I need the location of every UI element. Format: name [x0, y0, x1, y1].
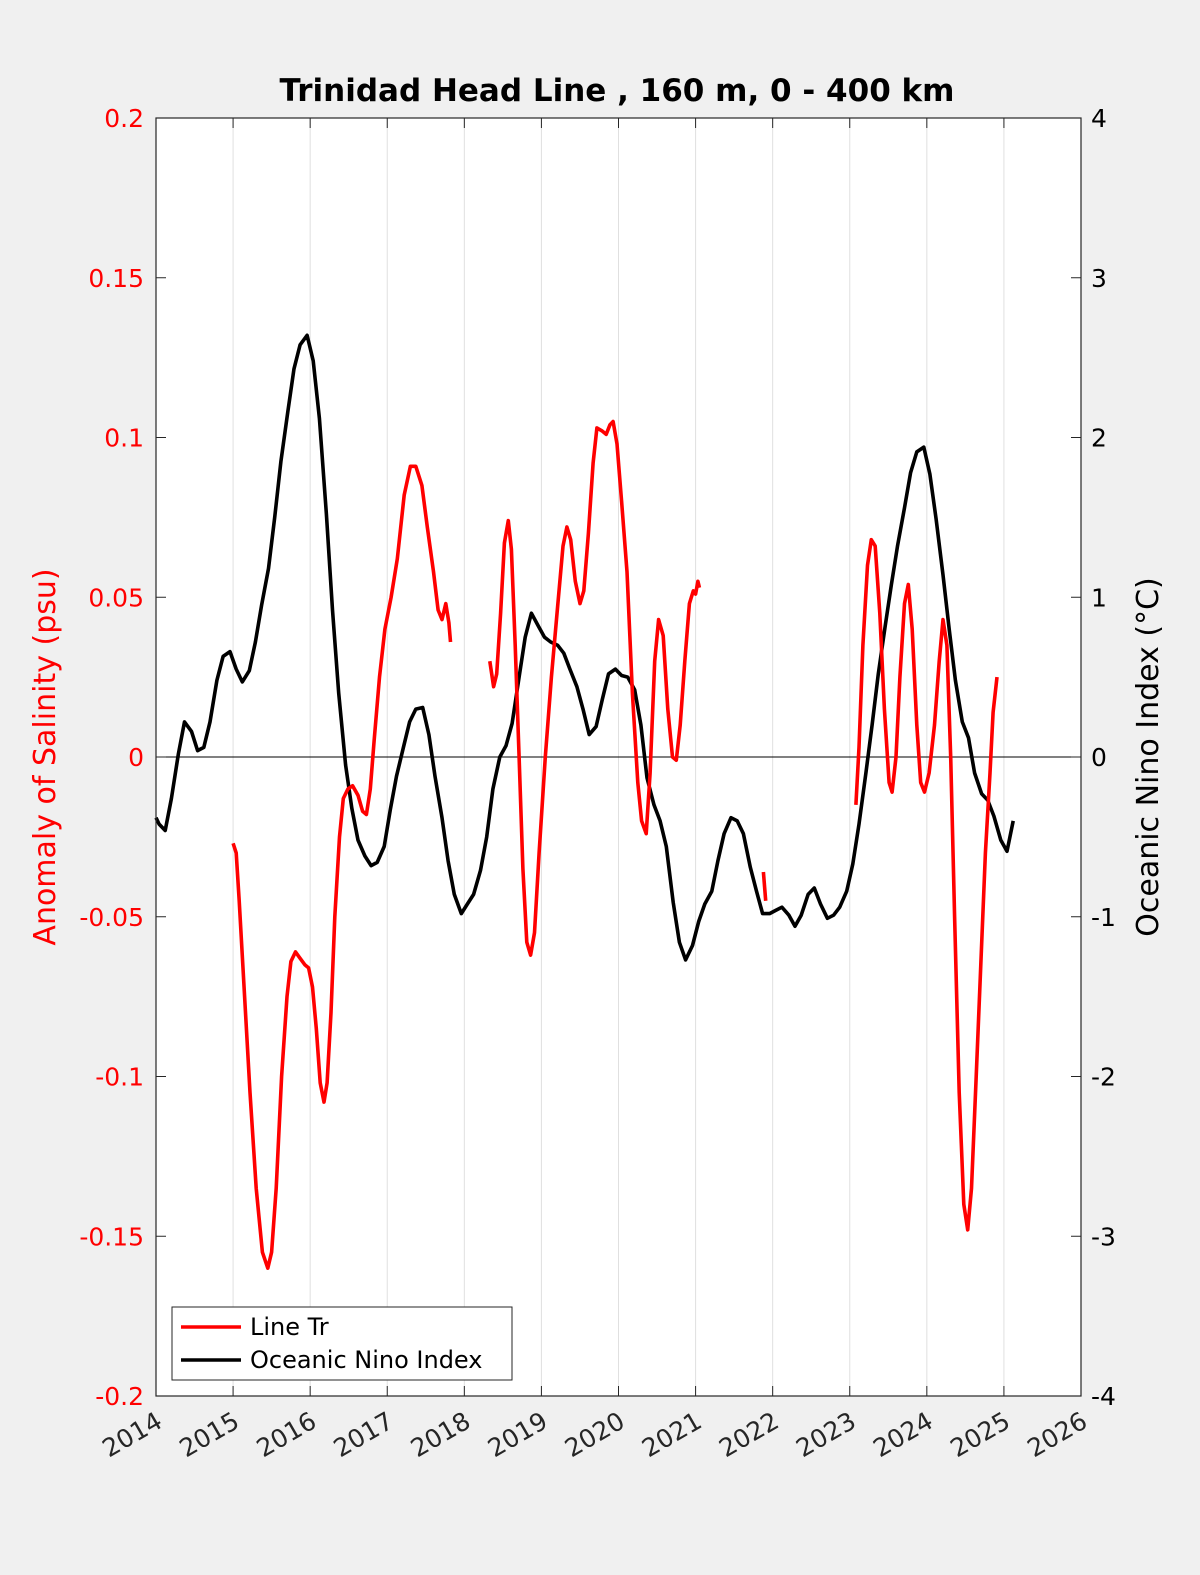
chart-title: Trinidad Head Line , 160 m, 0 - 400 km [280, 73, 955, 109]
y-left-tick-label: 0.2 [104, 104, 144, 133]
y-right-tick-label: 0 [1091, 743, 1107, 772]
y-right-tick-label: 2 [1091, 424, 1107, 453]
y-left-tick-label: -0.15 [79, 1222, 144, 1251]
tick-marks [155, 117, 1082, 1397]
series-segment [854, 537, 999, 1232]
y-left-tick-label: 0.1 [104, 424, 144, 453]
y-left-tick-label: -0.2 [95, 1382, 144, 1411]
series-line-tr [231, 419, 999, 1270]
series-layer [154, 333, 1015, 1270]
y-left-tick-label: 0 [128, 743, 144, 772]
y-axis-left-label: Anomaly of Salinity (psu) [28, 568, 63, 945]
y-right-tick-label: -3 [1091, 1222, 1116, 1251]
series-segment [154, 333, 1015, 962]
series-oni [154, 333, 1015, 962]
y-right-tick-label: 1 [1091, 583, 1107, 612]
y-left-tick-label: -0.05 [79, 903, 144, 932]
y-right-tick-label: 4 [1091, 104, 1107, 133]
legend-label-line-tr: Line Tr [250, 1313, 329, 1341]
y-right-tick-label: -2 [1091, 1063, 1116, 1092]
y-right-tick-label: 3 [1091, 264, 1107, 293]
series-segment [761, 871, 768, 901]
legend-box [171, 1306, 513, 1381]
legend-label-oni: Oceanic Nino Index [250, 1346, 482, 1374]
legend: Line Tr Oceanic Nino Index [171, 1306, 513, 1381]
y-right-tick-label: -4 [1091, 1382, 1116, 1411]
y-left-tick-label: 0.05 [88, 583, 144, 612]
y-axis-right-label: Oceanic Nino Index (°C) [1131, 577, 1166, 937]
series-segment [231, 464, 453, 1270]
y-left-tick-label: 0.15 [88, 264, 144, 293]
y-left-tick-label: -0.1 [95, 1063, 144, 1092]
series-segment [488, 419, 702, 957]
y-right-tick-label: -1 [1091, 903, 1116, 932]
